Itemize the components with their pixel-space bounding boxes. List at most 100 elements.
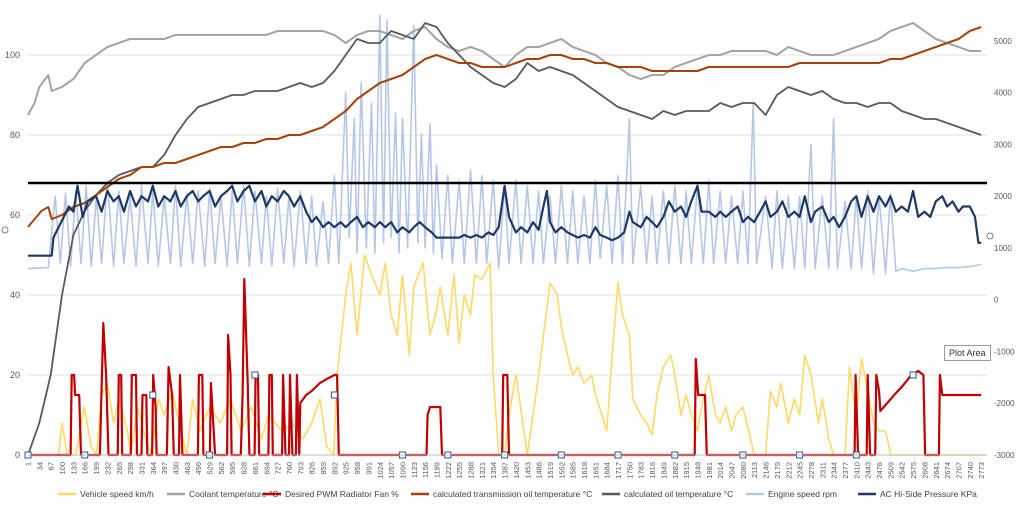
x-tick-label: 1849 xyxy=(659,462,668,479)
legend-label: Engine speed rpm xyxy=(768,489,837,499)
x-tick-label: 1585 xyxy=(569,462,578,479)
x-tick-label: 727 xyxy=(274,462,283,475)
x-axis: 1 34 67 100 133 166 199 232 265 298 331 364 397 430 46… xyxy=(24,454,987,479)
x-tick-label: 2443 xyxy=(864,462,873,479)
x-tick-label: 1552 xyxy=(557,462,566,479)
x-tick-label: 1288 xyxy=(467,462,476,479)
right-tick-label: -2000 xyxy=(994,399,1015,408)
x-tick-label: 2377 xyxy=(841,462,850,479)
left-tick-label: 40 xyxy=(10,290,20,300)
x-tick-label: 1981 xyxy=(705,462,714,479)
x-tick-label: 463 xyxy=(183,462,192,475)
selection-marker xyxy=(330,391,338,399)
x-tick-label: 991 xyxy=(364,462,373,475)
x-tick-label: 232 xyxy=(103,462,112,475)
x-tick-label: 67 xyxy=(47,462,56,470)
x-tick-label: 2410 xyxy=(852,462,861,479)
x-tick-label: 2146 xyxy=(762,462,771,479)
series-line-vehicle-speed xyxy=(28,254,987,456)
series-layer xyxy=(27,14,987,457)
x-tick-label: 2707 xyxy=(954,462,963,479)
x-tick-label: 2641 xyxy=(932,462,941,479)
selection-marker xyxy=(909,371,917,379)
x-tick-label: 1618 xyxy=(580,462,589,479)
legend: Vehicle speed km/h Coolant temperature °C… xyxy=(58,489,977,499)
x-tick-label: 1420 xyxy=(512,462,521,479)
x-tick-label: 166 xyxy=(81,462,90,475)
legend-label: Vehicle speed km/h xyxy=(80,489,154,499)
x-tick-label: 2014 xyxy=(716,462,725,479)
x-tick-label: 529 xyxy=(206,462,215,475)
x-tick-label: 1651 xyxy=(591,462,600,479)
plot-area-tooltip: Plot Area xyxy=(944,345,991,361)
series-line-oil-temperature xyxy=(27,22,982,456)
x-tick-label: 1519 xyxy=(546,462,555,479)
x-tick-label: 760 xyxy=(285,462,294,475)
x-tick-label: 100 xyxy=(58,462,67,475)
x-tick-label: 1354 xyxy=(489,462,498,479)
resize-handle-right[interactable] xyxy=(986,232,994,240)
x-tick-label: 298 xyxy=(126,462,135,475)
x-tick-label: 364 xyxy=(149,462,158,475)
x-tick-label: 1783 xyxy=(637,462,646,479)
right-tick-label: 3000 xyxy=(994,140,1012,149)
selection-marker xyxy=(149,391,157,399)
x-tick-label: 1123 xyxy=(410,462,419,478)
left-tick-label: 80 xyxy=(10,130,20,140)
right-y-axis: -3000 -2000 -1000 0 1000 2000 3000 4000 5000 xyxy=(994,37,1015,460)
x-tick-label: 562 xyxy=(217,462,226,475)
right-tick-label: 4000 xyxy=(994,89,1012,98)
x-tick-label: 199 xyxy=(92,462,101,475)
x-tick-label: 1 xyxy=(24,462,33,466)
x-tick-label: 595 xyxy=(228,462,237,475)
right-tick-label: 2000 xyxy=(994,192,1012,201)
legend-label: calculated transmission oil temperature … xyxy=(433,489,592,499)
x-tick-label: 34 xyxy=(35,462,44,470)
x-tick-label: 2740 xyxy=(966,462,975,479)
x-tick-label: 2476 xyxy=(875,462,884,479)
x-tick-label: 661 xyxy=(251,462,260,475)
x-tick-label: 1816 xyxy=(648,462,657,479)
x-tick-label: 1750 xyxy=(625,462,634,479)
x-tick-label: 2575 xyxy=(909,462,918,479)
x-tick-label: 1486 xyxy=(535,462,544,479)
right-tick-label: -1000 xyxy=(994,347,1015,356)
series-line-ac-pressure xyxy=(28,184,982,257)
x-tick-label: 496 xyxy=(194,462,203,475)
x-tick-label: 1222 xyxy=(444,462,453,479)
x-tick-label: 331 xyxy=(137,462,146,475)
x-tick-label: 2311 xyxy=(818,462,827,478)
x-tick-label: 1057 xyxy=(387,462,396,479)
x-tick-label: 892 xyxy=(330,462,339,475)
x-tick-label: 2113 xyxy=(750,462,759,478)
x-tick-label: 265 xyxy=(115,462,124,475)
x-tick-label: 397 xyxy=(160,462,169,475)
x-tick-label: 1453 xyxy=(523,462,532,479)
x-tick-label: 1684 xyxy=(603,462,612,479)
x-tick-label: 2773 xyxy=(977,462,986,479)
x-tick-label: 2542 xyxy=(898,462,907,479)
x-tick-label: 133 xyxy=(69,462,78,475)
x-tick-label: 859 xyxy=(319,462,328,475)
resize-handle-left[interactable] xyxy=(1,226,9,234)
legend-label: Desired PWM Radiator Fan % xyxy=(285,489,399,499)
x-tick-label: 958 xyxy=(353,462,362,475)
x-tick-label: 694 xyxy=(262,462,271,475)
x-tick-label: 1915 xyxy=(682,462,691,479)
x-tick-label: 1321 xyxy=(478,462,487,479)
left-tick-label: 20 xyxy=(10,370,20,380)
left-tick-label: 0 xyxy=(15,450,20,460)
x-tick-label: 1024 xyxy=(376,462,385,479)
x-tick-label: 628 xyxy=(240,462,249,475)
right-tick-label: 5000 xyxy=(994,37,1012,46)
x-tick-label: 1090 xyxy=(398,462,407,479)
x-tick-label: 1882 xyxy=(671,462,680,479)
x-tick-label: 1387 xyxy=(501,462,510,479)
series-line-engine-speed xyxy=(27,14,982,275)
legend-label: Coolant temperature °C xyxy=(189,489,278,499)
x-tick-label: 1189 xyxy=(432,462,441,478)
x-tick-label: 1717 xyxy=(614,462,623,479)
left-y-axis: 0 20 40 60 80 100 xyxy=(5,50,20,460)
x-tick-label: 2179 xyxy=(773,462,782,479)
